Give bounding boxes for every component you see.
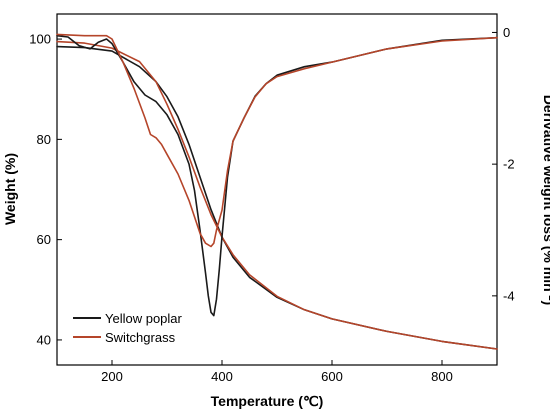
- series-group: [56, 33, 498, 350]
- y-axis-right-title-close: ): [541, 301, 550, 306]
- plot-frame: [56, 13, 498, 366]
- y-right-tick-label: -2: [503, 157, 515, 172]
- legend: Yellow poplar Switchgrass: [73, 311, 183, 345]
- y-axis-right-title-sup: -1: [546, 292, 550, 301]
- y-left-tick-label: 60: [37, 232, 51, 247]
- x-axis-title: Temperature (℃): [211, 393, 324, 409]
- y-axis-right-title: Derivative weight loss (% min-1): [541, 95, 550, 305]
- y-left-tick-label: 100: [29, 32, 51, 47]
- x-tick-label: 600: [321, 369, 343, 384]
- axis-ticks: 200 400 600 800 40 60 80 100 0 -2 -4: [29, 25, 514, 384]
- y-left-tick-label: 40: [37, 332, 51, 347]
- x-tick-label: 200: [101, 369, 123, 384]
- series-switchgrass-derivative: [56, 33, 498, 248]
- series-switchgrass-weight: [56, 40, 498, 350]
- y-right-tick-label: -4: [503, 288, 515, 303]
- legend-label-switchgrass: Switchgrass: [105, 330, 176, 345]
- series-yellow-poplar-weight: [56, 45, 498, 350]
- x-tick-label: 800: [431, 369, 453, 384]
- y-right-tick-label: 0: [503, 25, 510, 40]
- y-left-tick-label: 80: [37, 132, 51, 147]
- y-axis-right-title-main: Derivative weight loss (% min: [541, 95, 550, 292]
- x-tick-label: 400: [211, 369, 233, 384]
- series-yellow-poplar-derivative: [56, 34, 498, 317]
- legend-label-yellow-poplar: Yellow poplar: [105, 311, 183, 326]
- y-axis-left-title: Weight (%): [2, 153, 18, 225]
